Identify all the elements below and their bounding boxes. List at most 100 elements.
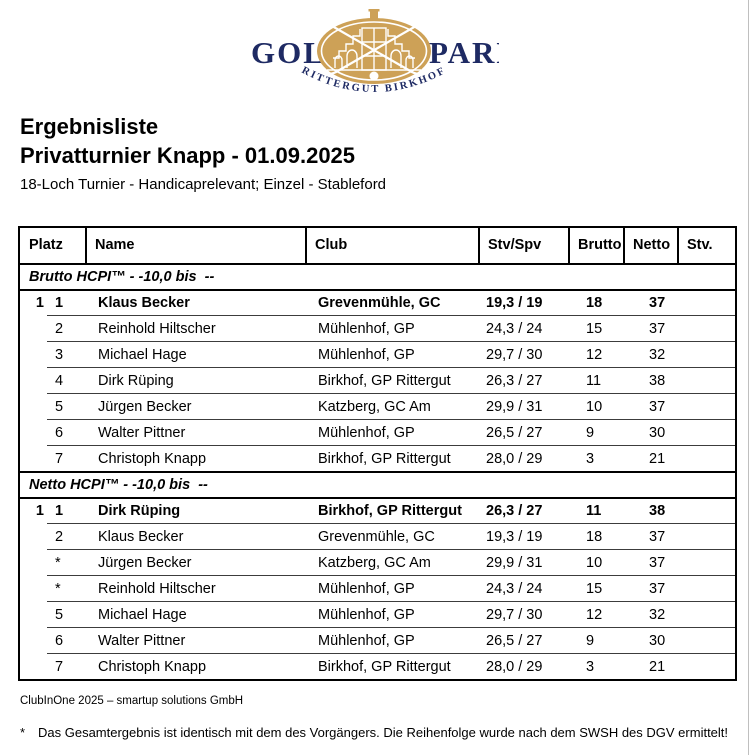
- cell-club: Katzberg, GC Am: [306, 549, 479, 577]
- cell-club: Katzberg, GC Am: [306, 393, 479, 421]
- table-row: * Jürgen Becker Katzberg, GC Am 29,9 / 3…: [19, 549, 736, 577]
- heading-block: Ergebnisliste Privatturnier Knapp - 01.0…: [20, 114, 748, 193]
- cell-overall: [19, 602, 47, 628]
- cell-netto: 37: [624, 315, 678, 343]
- cell-name: Jürgen Becker: [86, 393, 306, 421]
- cell-club: Mühlenhof, GP: [306, 601, 479, 629]
- cell-place: 2: [47, 523, 86, 551]
- tower-icon: [368, 9, 380, 24]
- cell-netto: 38: [624, 367, 678, 395]
- cell-netto: 37: [624, 393, 678, 421]
- header-netto: Netto: [623, 225, 679, 265]
- table-row: 5 Michael Hage Mühlenhof, GP 29,7 / 30 1…: [19, 601, 736, 629]
- cell-netto: 32: [624, 341, 678, 369]
- results-table: Platz Name Club Stv/Spv Brutto Netto Stv…: [18, 225, 737, 681]
- cell-overall: [19, 420, 47, 446]
- tournament-subtitle: 18-Loch Turnier - Handicaprelevant; Einz…: [20, 175, 387, 193]
- cell-stvspv: 28,0 / 29: [479, 653, 569, 681]
- cell-overall: 1: [35, 295, 44, 312]
- cell-club: Grevenmühle, GC: [306, 289, 479, 317]
- cell-brutto: 15: [569, 575, 624, 603]
- cell-name: Klaus Becker: [86, 523, 306, 551]
- cell-stv: [678, 341, 736, 369]
- cell-brutto: 9: [569, 627, 624, 655]
- cell-stvspv: 29,7 / 30: [479, 601, 569, 629]
- cell-place: 7: [47, 653, 86, 681]
- cell-stv: [678, 575, 736, 603]
- section-label: Netto HCPI™ - -10,0 bis --: [19, 470, 736, 499]
- cell-overall: [19, 654, 47, 680]
- cell-netto: 37: [624, 575, 678, 603]
- section-row: Brutto HCPI™ - -10,0 bis --: [19, 262, 736, 291]
- cell-club: Birkhof, GP Rittergut: [306, 653, 479, 681]
- cell-name: Klaus Becker: [86, 289, 306, 317]
- cell-netto: 21: [624, 445, 678, 473]
- cell-stvspv: 19,3 / 19: [479, 289, 569, 317]
- cell-place: 2: [47, 315, 86, 343]
- cell-netto: 37: [624, 523, 678, 551]
- cell-brutto: 11: [569, 497, 624, 525]
- cell-brutto: 18: [569, 289, 624, 317]
- cell-club: Mühlenhof, GP: [306, 419, 479, 447]
- cell-brutto: 10: [569, 393, 624, 421]
- cell-stv: [678, 393, 736, 421]
- golf-ball-icon: [369, 71, 379, 81]
- cell-overall: 1: [35, 503, 44, 520]
- cell-brutto: 18: [569, 523, 624, 551]
- cell-stvspv: 24,3 / 24: [479, 575, 569, 603]
- cell-place: 5: [47, 601, 86, 629]
- cell-stv: [678, 549, 736, 577]
- table-row: 3 Michael Hage Mühlenhof, GP 29,7 / 30 1…: [19, 341, 736, 369]
- cell-brutto: 10: [569, 549, 624, 577]
- cell-overall: [19, 342, 47, 368]
- cell-name: Jürgen Becker: [86, 549, 306, 577]
- cell-place: 3: [47, 341, 86, 369]
- header-name: Name: [85, 225, 307, 265]
- table-row: * Reinhold Hiltscher Mühlenhof, GP 24,3 …: [19, 575, 736, 603]
- cell-stvspv: 29,7 / 30: [479, 341, 569, 369]
- cell-club: Grevenmühle, GC: [306, 523, 479, 551]
- cell-brutto: 9: [569, 419, 624, 447]
- cell-brutto: 15: [569, 315, 624, 343]
- header-brutto: Brutto: [568, 225, 625, 265]
- logo-park-text: PARK: [429, 35, 499, 70]
- cell-name: Michael Hage: [86, 601, 306, 629]
- logo-area: GOLF PARK: [0, 0, 748, 100]
- cell-stv: [678, 289, 736, 317]
- cell-club: Birkhof, GP Rittergut: [306, 445, 479, 473]
- cell-place: 4: [47, 367, 86, 395]
- cell-stv: [678, 497, 736, 525]
- cell-stv: [678, 445, 736, 473]
- header-stv: Stv.: [677, 225, 737, 265]
- logo-emblem: [317, 9, 431, 84]
- cell-brutto: 3: [569, 653, 624, 681]
- cell-overall: [19, 316, 47, 342]
- cell-overall: [19, 628, 47, 654]
- cell-overall: [19, 446, 47, 472]
- cell-brutto: 3: [569, 445, 624, 473]
- cell-netto: 30: [624, 627, 678, 655]
- cell-name: Michael Hage: [86, 341, 306, 369]
- cell-stv: [678, 315, 736, 343]
- cell-place: 6: [47, 419, 86, 447]
- cell-brutto: 12: [569, 601, 624, 629]
- cell-name: Christoph Knapp: [86, 653, 306, 681]
- cell-overall: [19, 524, 47, 550]
- footnote: * Das Gesamtergebnis ist identisch mit de…: [20, 725, 748, 740]
- cell-name: Reinhold Hiltscher: [86, 315, 306, 343]
- cell-stv: [678, 601, 736, 629]
- cell-stv: [678, 367, 736, 395]
- tournament-title: Privatturnier Knapp - 01.09.2025: [20, 142, 356, 168]
- footer-copyright: ClubInOne 2025 – smartup solutions GmbH: [20, 694, 244, 707]
- cell-stvspv: 19,3 / 19: [479, 523, 569, 551]
- cell-stv: [678, 627, 736, 655]
- cell-place: 7: [47, 445, 86, 473]
- cell-club: Birkhof, GP Rittergut: [306, 367, 479, 395]
- cell-netto: 32: [624, 601, 678, 629]
- cell-stv: [678, 523, 736, 551]
- footnote-marker: *: [20, 724, 26, 740]
- table-row: 7 Christoph Knapp Birkhof, GP Rittergut …: [19, 445, 736, 473]
- cell-stvspv: 29,9 / 31: [479, 393, 569, 421]
- cell-overall: [19, 550, 47, 576]
